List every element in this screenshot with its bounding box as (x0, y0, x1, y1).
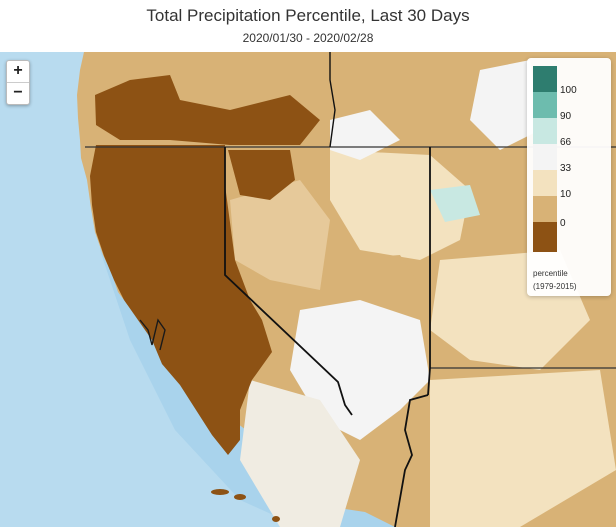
state-border-nv-ut (427, 147, 431, 396)
channel-island-3 (272, 516, 280, 522)
region-p0-north (95, 75, 320, 145)
region-p33-north (330, 150, 470, 260)
state-border-ca-nv (224, 147, 353, 416)
legend-swatch-33 (533, 144, 557, 170)
region-p0-california (90, 145, 272, 455)
region-p66-south (240, 380, 360, 527)
legend-swatch-100 (533, 66, 557, 92)
legend-swatch-90 (533, 92, 557, 118)
map-subtitle: 2020/01/30 - 2020/02/28 (242, 31, 374, 45)
zoom-in-button[interactable]: + (13, 62, 23, 79)
legend-label-90: 90 (560, 111, 572, 122)
legend-label-33: 33 (560, 163, 572, 174)
map-svg (0, 52, 616, 527)
region-p66-north (470, 60, 540, 150)
legend-label-0: 0 (560, 218, 566, 229)
legend-swatch-min (533, 222, 557, 252)
legend-swatch-0 (533, 196, 557, 222)
map-title: Total Precipitation Percentile, Last 30 … (146, 6, 470, 25)
channel-island-2 (234, 494, 246, 500)
legend-label-100: 100 (560, 85, 577, 96)
region-p33-nevada (230, 180, 330, 290)
legend-swatch-66 (533, 118, 557, 144)
region-p90-east (430, 185, 480, 222)
state-border-or-id (329, 52, 336, 148)
legend-title: percentile (533, 269, 568, 278)
state-border-nv-az (394, 394, 429, 527)
legend: 100 90 66 33 10 0 percentile (1979-2015) (527, 58, 611, 296)
legend-label-10: 10 (560, 189, 572, 200)
zoom-control: + − (6, 60, 30, 105)
region-p33-southeast (430, 370, 616, 527)
legend-swatch-10 (533, 170, 557, 196)
map-canvas[interactable] (0, 52, 616, 527)
legend-label-66: 66 (560, 137, 572, 148)
region-p66-utah (290, 300, 430, 440)
coastal-water (0, 52, 300, 527)
channel-island-1 (211, 489, 229, 495)
region-p0-nevada-west (228, 150, 295, 200)
legend-period: (1979-2015) (533, 282, 577, 291)
zoom-out-button[interactable]: − (7, 82, 29, 104)
bay-delta (139, 318, 166, 351)
